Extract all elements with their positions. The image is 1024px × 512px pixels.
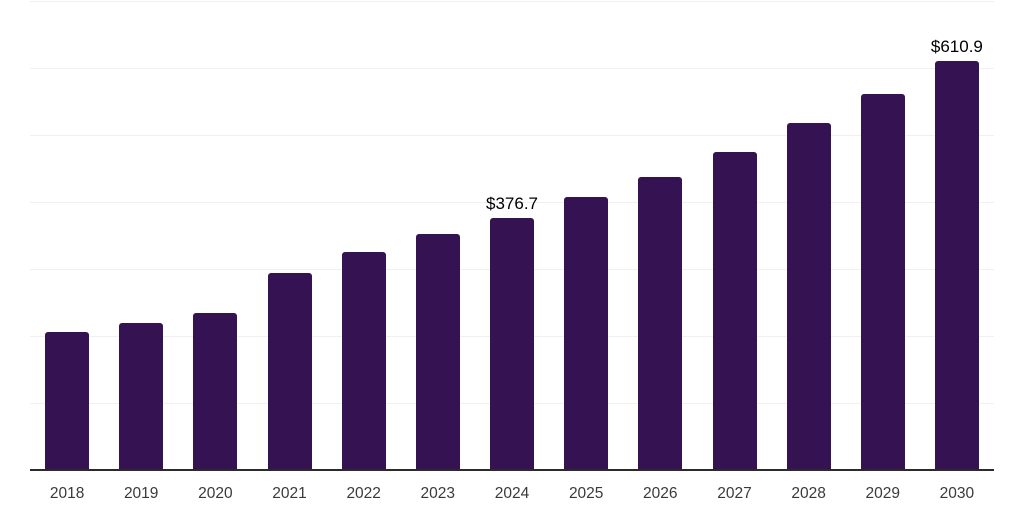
bar-2024 [490, 217, 534, 470]
x-tick-2020: 2020 [198, 485, 233, 502]
bar-2018 [45, 332, 90, 470]
bar-2029 [860, 94, 905, 470]
x-axis-line [30, 469, 994, 471]
value-label-2024: $376.7 [486, 193, 538, 213]
x-tick-2023: 2023 [420, 485, 456, 502]
gridline-400 [30, 202, 994, 203]
bar-2022 [341, 251, 386, 470]
x-tick-2026: 2026 [643, 485, 678, 502]
bar-2028 [786, 123, 831, 470]
gridline-500 [30, 135, 994, 136]
bar-2027 [712, 152, 757, 470]
bar-2025 [564, 197, 609, 470]
x-tick-2027: 2027 [717, 485, 752, 502]
x-tick-2025: 2025 [568, 485, 604, 502]
bar-2023 [415, 234, 460, 470]
bar-2030 [934, 60, 979, 470]
bar-2019 [119, 323, 164, 470]
gridline-600 [30, 68, 994, 69]
bar-2021 [267, 273, 312, 470]
x-tick-2029: 2029 [865, 485, 901, 502]
bar-2026 [638, 176, 683, 470]
x-tick-2018: 2018 [49, 485, 85, 502]
x-tick-2024: 2024 [494, 485, 530, 502]
x-tick-2021: 2021 [272, 485, 307, 502]
x-tick-2019: 2019 [123, 485, 159, 502]
gridline-700 [30, 1, 994, 2]
value-label-2030: $610.9 [930, 36, 983, 56]
x-tick-2022: 2022 [346, 485, 381, 502]
x-tick-2030: 2030 [939, 485, 975, 502]
x-tick-2028: 2028 [791, 485, 826, 502]
bar-2020 [193, 313, 238, 470]
